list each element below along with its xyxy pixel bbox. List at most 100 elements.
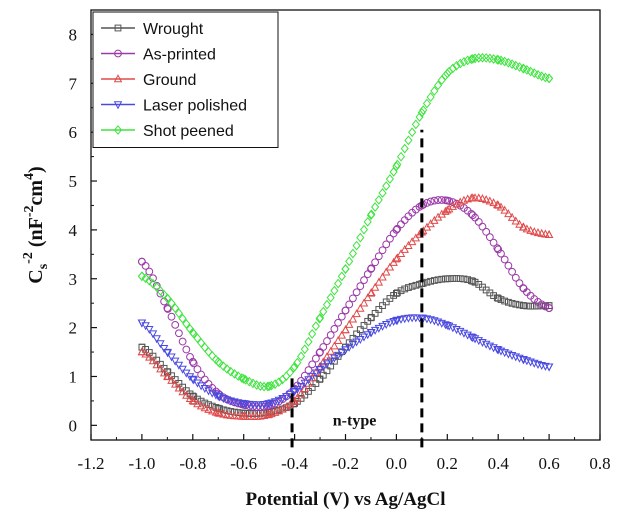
- series-trail-marker: [211, 407, 221, 416]
- legend-swatch-marker: [113, 74, 123, 83]
- y-title-sup3: 4: [22, 173, 37, 180]
- series-trail-marker: [527, 302, 534, 310]
- series-trail-marker: [444, 204, 454, 213]
- series-trail-marker: [227, 408, 235, 415]
- series-trail-marker: [533, 69, 543, 80]
- series-trail-marker: [375, 306, 383, 313]
- series-trail-marker: [145, 352, 154, 361]
- series-trail-marker: [300, 344, 309, 355]
- series-trail-marker: [445, 275, 453, 283]
- series-trail-marker: [337, 312, 346, 321]
- series-trail-marker: [356, 335, 365, 344]
- y-tick-label: 4: [69, 221, 78, 240]
- data-point: [417, 314, 427, 323]
- series-trail-marker: [537, 71, 546, 82]
- series-laser-polished: [137, 314, 554, 410]
- series-trail-marker: [204, 387, 213, 396]
- series-trail-marker: [322, 360, 332, 369]
- series-trail-marker: [178, 387, 187, 396]
- series-trail-marker: [193, 365, 202, 374]
- series-trail-marker: [430, 86, 439, 96]
- series-trail-marker: [237, 373, 246, 383]
- divider-lines: [290, 129, 424, 448]
- series-trail-marker: [167, 353, 176, 362]
- series-trail-marker: [337, 349, 347, 358]
- series-trail-marker: [537, 228, 546, 237]
- series-trail-marker: [404, 135, 413, 146]
- legend-item-as-printed: As-printed: [101, 47, 216, 64]
- series-trail-marker: [344, 343, 354, 352]
- series-trail-marker: [159, 368, 169, 377]
- series-trail-marker: [208, 406, 217, 415]
- data-point: [239, 411, 248, 420]
- series-trail-marker: [153, 356, 161, 364]
- series-trail-marker: [427, 277, 435, 285]
- series-trail-marker: [219, 361, 228, 372]
- series-trail-marker: [352, 240, 361, 251]
- series-trail-marker: [530, 302, 538, 310]
- series-trail-marker: [508, 267, 516, 276]
- series-trail-marker: [337, 330, 347, 339]
- series-shot-peened: [137, 52, 554, 392]
- x-tick-label: -1.2: [78, 454, 105, 473]
- series-trail-marker: [152, 335, 161, 344]
- series-trail-marker: [274, 406, 284, 415]
- series-trail-marker: [263, 381, 272, 392]
- series-trail-marker: [522, 65, 531, 75]
- series-trail-marker: [522, 224, 532, 233]
- series-trail-marker: [296, 382, 306, 391]
- series-trail-marker: [149, 274, 157, 283]
- series-trail-marker: [511, 273, 520, 282]
- data-point: [239, 374, 248, 384]
- legend-swatch-marker: [113, 125, 123, 135]
- series-layer: [137, 52, 554, 420]
- series-trail-marker: [437, 75, 446, 86]
- data-point: [366, 329, 376, 338]
- legend-label: Ground: [143, 72, 196, 89]
- series-trail-marker: [530, 68, 539, 79]
- series-trail-marker: [344, 319, 354, 328]
- series-trail-marker: [337, 271, 346, 282]
- series-trail-marker: [200, 403, 210, 412]
- data-point: [520, 302, 528, 310]
- data-point: [544, 229, 554, 238]
- series-trail-marker: [319, 357, 328, 366]
- series-trail-marker: [171, 303, 180, 313]
- x-axis: -1.2 -1.0 -0.8 -0.6 -0.4 -0.2 0.0 0.2 0.4 0.6 0.8: [78, 434, 611, 473]
- data-point: [468, 54, 477, 64]
- data-point: [468, 211, 477, 220]
- series-trail-marker: [363, 217, 372, 227]
- y-tick-label: 2: [69, 319, 78, 338]
- series-trail-marker: [374, 252, 383, 261]
- series-trail-marker: [197, 370, 206, 379]
- series-trail-marker: [382, 181, 391, 191]
- data-point: [393, 290, 400, 297]
- data-point: [519, 284, 528, 293]
- series-trail-marker: [271, 379, 280, 389]
- data-point: [468, 334, 477, 343]
- data-point: [469, 277, 477, 285]
- series-trail-marker: [204, 346, 213, 357]
- data-point: [290, 361, 299, 372]
- y-title-close: ): [25, 166, 47, 173]
- series-trail-marker: [334, 278, 343, 289]
- series-trail-marker: [274, 377, 283, 387]
- x-tick-label: -1.0: [128, 454, 155, 473]
- series-trail-marker: [381, 321, 391, 330]
- series-trail-marker: [352, 338, 361, 347]
- data-point: [443, 205, 452, 214]
- series-trail-marker: [478, 52, 487, 63]
- series-trail-marker: [541, 229, 550, 238]
- data-point: [264, 409, 274, 418]
- series-trail-marker: [282, 393, 291, 402]
- series-trail-marker: [182, 345, 191, 354]
- data-point: [367, 314, 375, 322]
- series-trail-marker: [182, 318, 191, 329]
- series-trail-marker: [204, 380, 213, 388]
- series-trail-marker: [241, 374, 250, 385]
- series-trail-marker: [148, 330, 158, 339]
- series-trail-marker: [211, 391, 221, 400]
- series-trail-marker: [204, 404, 213, 413]
- data-point: [163, 371, 172, 380]
- series-trail-marker: [323, 337, 331, 345]
